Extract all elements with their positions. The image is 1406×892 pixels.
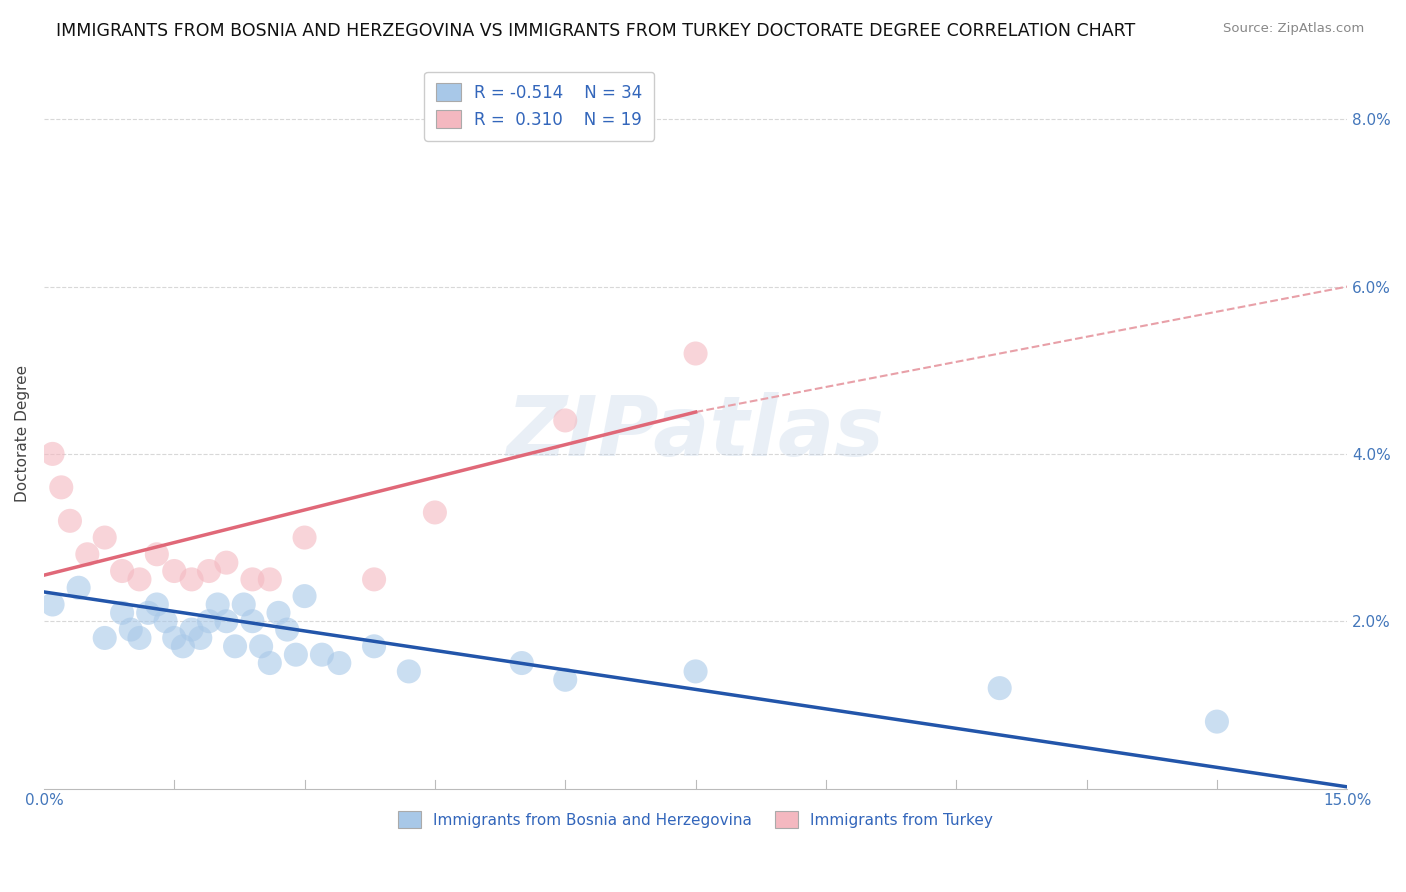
Point: [111, 564, 134, 578]
Point: [398, 665, 420, 679]
Point: [242, 614, 264, 628]
Text: ZIPatlas: ZIPatlas: [506, 392, 884, 474]
Point: [146, 598, 169, 612]
Point: [59, 514, 82, 528]
Point: [180, 573, 202, 587]
Point: [215, 556, 238, 570]
Legend: Immigrants from Bosnia and Herzegovina, Immigrants from Turkey: Immigrants from Bosnia and Herzegovina, …: [392, 805, 1000, 834]
Point: [276, 623, 298, 637]
Point: [259, 573, 281, 587]
Point: [111, 606, 134, 620]
Point: [136, 606, 159, 620]
Point: [554, 673, 576, 687]
Point: [267, 606, 290, 620]
Point: [510, 656, 533, 670]
Point: [988, 681, 1011, 695]
Point: [232, 598, 254, 612]
Text: Source: ZipAtlas.com: Source: ZipAtlas.com: [1223, 22, 1364, 36]
Point: [163, 631, 186, 645]
Point: [93, 631, 115, 645]
Point: [93, 531, 115, 545]
Point: [198, 564, 221, 578]
Point: [146, 547, 169, 561]
Point: [76, 547, 98, 561]
Point: [311, 648, 333, 662]
Point: [215, 614, 238, 628]
Point: [198, 614, 221, 628]
Point: [363, 640, 385, 654]
Point: [180, 623, 202, 637]
Point: [172, 640, 194, 654]
Point: [120, 623, 142, 637]
Point: [685, 346, 707, 360]
Point: [41, 447, 63, 461]
Point: [155, 614, 177, 628]
Point: [51, 480, 73, 494]
Text: IMMIGRANTS FROM BOSNIA AND HERZEGOVINA VS IMMIGRANTS FROM TURKEY DOCTORATE DEGRE: IMMIGRANTS FROM BOSNIA AND HERZEGOVINA V…: [56, 22, 1136, 40]
Point: [294, 531, 316, 545]
Point: [163, 564, 186, 578]
Point: [284, 648, 307, 662]
Point: [128, 573, 150, 587]
Point: [294, 589, 316, 603]
Point: [67, 581, 90, 595]
Point: [41, 598, 63, 612]
Point: [207, 598, 229, 612]
Point: [423, 506, 446, 520]
Point: [1206, 714, 1229, 729]
Y-axis label: Doctorate Degree: Doctorate Degree: [15, 365, 30, 501]
Point: [554, 413, 576, 427]
Point: [250, 640, 273, 654]
Point: [363, 573, 385, 587]
Point: [224, 640, 246, 654]
Point: [685, 665, 707, 679]
Point: [128, 631, 150, 645]
Point: [328, 656, 350, 670]
Point: [188, 631, 211, 645]
Point: [242, 573, 264, 587]
Point: [259, 656, 281, 670]
